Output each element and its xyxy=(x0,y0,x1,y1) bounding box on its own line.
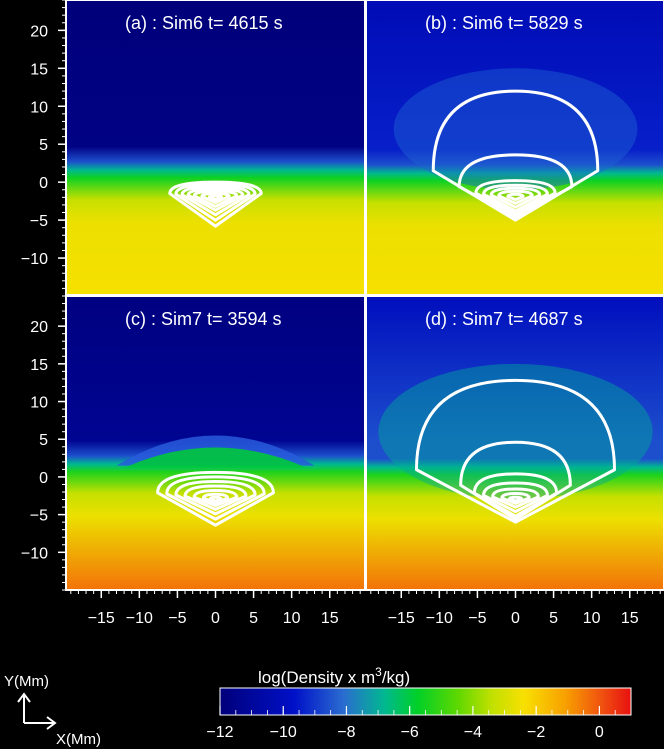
x-tick-label: 0 xyxy=(211,610,220,627)
colorbar-tick-label: −6 xyxy=(401,724,419,741)
colorbar-tick-label: −10 xyxy=(270,724,297,741)
x-tick-label: −15 xyxy=(388,610,415,627)
halo xyxy=(393,68,638,190)
flux-contour xyxy=(500,492,531,505)
x-axis-right: −15 −10 −5 0 5 10 15 xyxy=(370,590,661,627)
density-field xyxy=(67,0,364,296)
panel-c xyxy=(67,296,364,590)
flux-contour xyxy=(200,192,231,205)
y-tick-label: 5 xyxy=(39,432,48,449)
flux-contour xyxy=(491,487,540,509)
y-tick-label: −10 xyxy=(21,251,48,268)
panel-title: (d) : Sim7 t= 4687 s xyxy=(425,309,583,329)
colorbar: log(Density x m3/kg) −12 −10 −8 −6 −4 −2 0 xyxy=(206,665,632,741)
panel-title: (b) : Sim6 t= 5829 s xyxy=(425,13,583,33)
flux-contour xyxy=(506,192,525,202)
y-tick-label: 10 xyxy=(30,395,48,412)
y-tick-label: 15 xyxy=(30,357,48,374)
colorbar-tick-label: −12 xyxy=(206,724,233,741)
colorbar-title: log(Density x m3/kg) xyxy=(258,665,410,687)
y-axis-bottom: 20 15 10 5 0 −5 −10 xyxy=(21,295,66,591)
colorbar-tick-label: −8 xyxy=(337,724,355,741)
x-tick-label: −5 xyxy=(168,610,186,627)
colorbar-tick-label: −4 xyxy=(464,724,482,741)
flux-contour xyxy=(192,488,239,508)
panel-a xyxy=(67,0,364,296)
flux-contour xyxy=(482,481,549,514)
x-tick-label: −5 xyxy=(468,610,486,627)
y-tick-label: 15 xyxy=(30,61,48,78)
flux-contour xyxy=(192,189,239,208)
flux-contour xyxy=(207,194,224,202)
flux-contour xyxy=(489,186,542,209)
x-tick-label: 0 xyxy=(511,610,520,627)
colorbar-title-tail: /kg) xyxy=(382,668,410,687)
flux-contour xyxy=(186,187,245,212)
flux-contour xyxy=(180,185,251,217)
y-arrow-head xyxy=(17,692,31,703)
y-tick-label: 0 xyxy=(39,175,48,192)
x-tick-label: 5 xyxy=(249,610,258,627)
flux-contour xyxy=(165,475,266,521)
x-tick-label: 15 xyxy=(621,610,639,627)
panels-frame xyxy=(65,0,664,591)
y-tick-label: 0 xyxy=(39,470,48,487)
panel-title: (c) : Sim7 t= 3594 s xyxy=(125,309,282,329)
flux-contour xyxy=(482,183,549,213)
halo xyxy=(378,363,653,500)
x-tick-label: 15 xyxy=(321,610,339,627)
x-axis-left: −15 −10 −5 0 5 10 15 xyxy=(70,590,361,627)
flux-contour xyxy=(174,182,257,222)
orientation-indicator: Y(Mm) X(Mm) xyxy=(4,673,101,748)
flux-contour xyxy=(174,479,257,516)
flux-contour xyxy=(431,89,600,222)
y-tick-label: 5 xyxy=(39,137,48,154)
x-tick-label: −10 xyxy=(126,610,153,627)
flux-contour xyxy=(497,189,534,205)
panel-d xyxy=(367,296,664,590)
flux-contour xyxy=(201,492,230,505)
colorbar-tick-label: −2 xyxy=(527,724,545,741)
y-axis-top: 20 15 10 5 0 −5 −10 xyxy=(21,0,66,297)
flux-contour xyxy=(459,440,572,521)
colorbar-title-main: log(Density x m xyxy=(258,668,375,687)
y-tick-label: 20 xyxy=(30,319,48,336)
y-tick-label: 10 xyxy=(30,99,48,116)
y-tick-label: −5 xyxy=(30,213,48,230)
x-tick-label: −10 xyxy=(426,610,453,627)
y-tick-label: −5 xyxy=(30,508,48,525)
flux-contour xyxy=(507,495,524,503)
flux-contour xyxy=(474,179,557,216)
x-arrow-head xyxy=(46,716,57,730)
x-tick-label: −15 xyxy=(88,610,115,627)
flux-contour xyxy=(168,180,263,228)
flux-contour xyxy=(472,472,559,518)
x-tick-label: 5 xyxy=(549,610,558,627)
flux-contour xyxy=(208,495,223,503)
y-tick-label: 20 xyxy=(30,23,48,40)
x-orientation-label: X(Mm) xyxy=(56,731,101,748)
y-orientation-label: Y(Mm) xyxy=(4,673,49,690)
flux-contour xyxy=(156,470,275,527)
flux-contour xyxy=(457,153,574,219)
panel-title: (a) : Sim6 t= 4615 s xyxy=(125,13,283,33)
flux-contour xyxy=(183,484,248,511)
colorbar-tick-label: 0 xyxy=(595,724,604,741)
flux-contour xyxy=(415,378,616,524)
chromosphere-bulge xyxy=(124,447,307,468)
panels-group: (a) : Sim6 t= 4615 s (b) : Sim6 t= 5829 s… xyxy=(65,0,664,591)
x-tick-label: 10 xyxy=(583,610,601,627)
x-tick-label: 10 xyxy=(283,610,301,627)
panel-b xyxy=(367,0,664,296)
colorbar-title-sup: 3 xyxy=(375,665,382,679)
density-field xyxy=(367,0,664,296)
colorbar-ticks: −12 −10 −8 −6 −4 −2 0 xyxy=(206,706,632,741)
y-tick-label: −10 xyxy=(21,545,48,562)
